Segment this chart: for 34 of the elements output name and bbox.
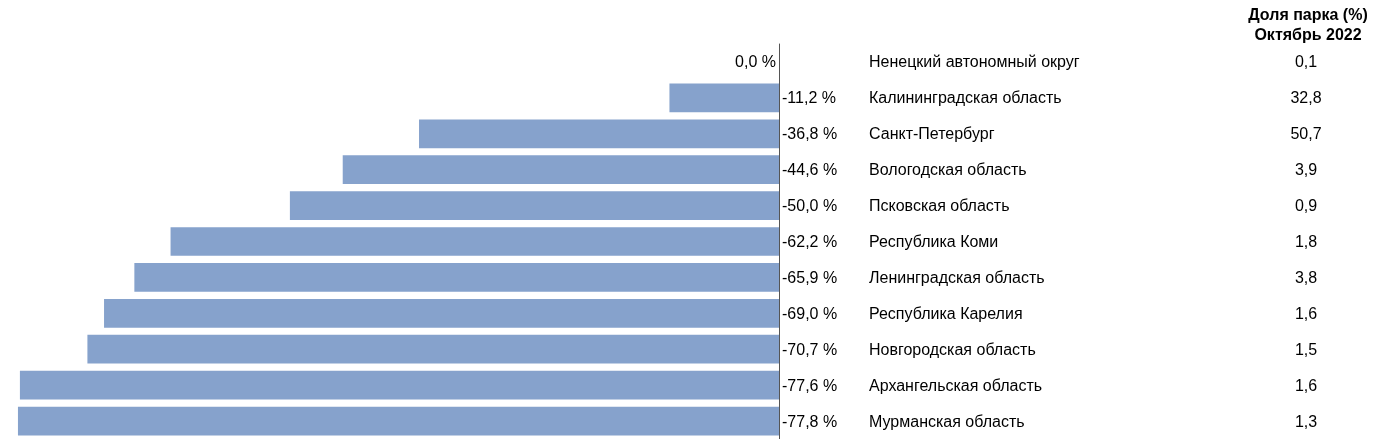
text: 1,8: [1294, 233, 1318, 250]
y-tick-label: Республика Карелия: [869, 304, 1023, 322]
data-label: -77,8 %: [782, 412, 838, 430]
data-label: -11,2 %: [782, 89, 836, 107]
text: 1,3: [1294, 412, 1318, 430]
data-label: -65,9 %: [782, 268, 838, 286]
text: 3,8: [1294, 268, 1318, 286]
text: 50,7: [1290, 125, 1322, 143]
data-label: -50,0 %: [782, 197, 838, 215]
data-label: -70,7 %: [782, 340, 838, 358]
y-tick-label: Новгородская область: [869, 340, 1036, 358]
y-tick-label: Архангельская область: [869, 376, 1043, 394]
text: 3,9: [1294, 161, 1318, 179]
y-tick-label: Ненецкий автономный округ: [869, 53, 1080, 71]
y-tick-label: Псковская область: [869, 197, 1010, 215]
y-tick-label: Вологодская область: [869, 161, 1027, 179]
data-label: 0,0 %: [735, 53, 776, 71]
y-tick-label: Мурманская область: [869, 412, 1025, 430]
data-label: -62,2 %: [782, 233, 838, 250]
y-tick-label: Калининградская область: [869, 89, 1062, 107]
text: 1,6: [1294, 376, 1318, 394]
data-label: -44,6 %: [782, 161, 838, 179]
data-label: -77,6 %: [782, 376, 838, 394]
text: 0,1: [1294, 53, 1318, 71]
y-tick-label: Ленинградская область: [869, 268, 1045, 286]
y-tick-label: Санкт-Петербург: [869, 125, 995, 143]
y-tick-label: Республика Коми: [869, 233, 999, 250]
data-label: -36,8 %: [782, 125, 838, 143]
text: 0,9: [1294, 197, 1318, 215]
text: 32,8: [1290, 89, 1322, 107]
text: 1,5: [1294, 340, 1318, 358]
text: 1,6: [1294, 304, 1318, 322]
data-label: -69,0 %: [782, 304, 838, 322]
text: Доля парка (%) Октябрь 2022: [1248, 5, 1368, 43]
